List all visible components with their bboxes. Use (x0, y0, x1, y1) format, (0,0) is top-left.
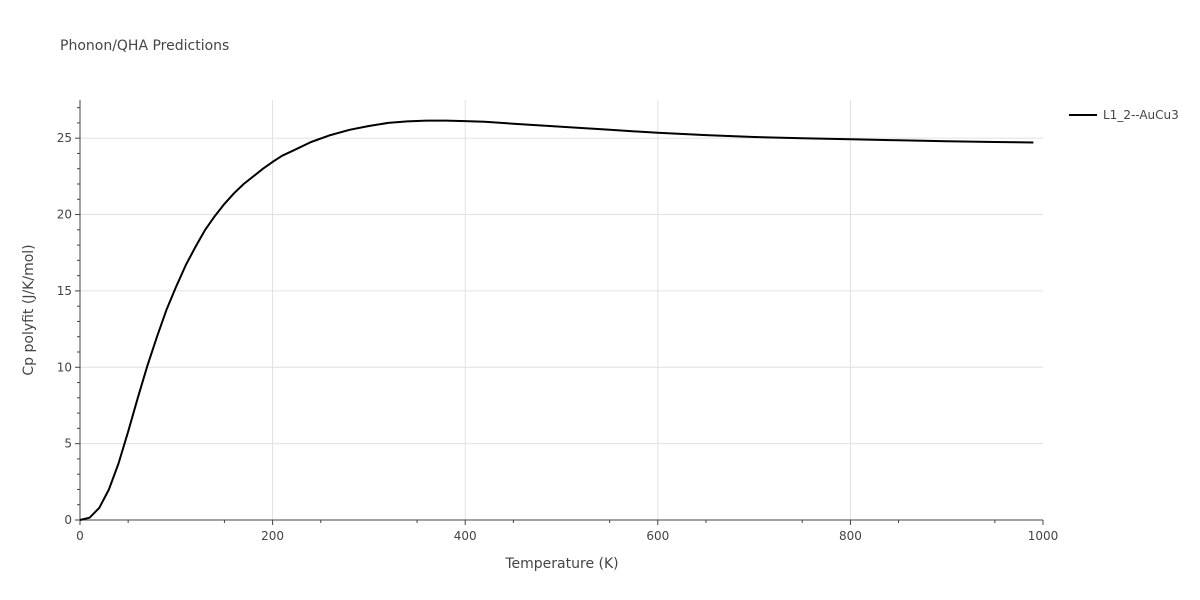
x-tick-label: 1000 (1028, 529, 1059, 543)
y-tick-label: 25 (57, 131, 72, 145)
tick-labels: 0 5 10 15 20 25 0 200 400 600 800 1000 (57, 131, 1059, 543)
y-tick-label: 15 (57, 284, 72, 298)
x-axis-label: Temperature (K) (504, 556, 618, 572)
chart-title: Phonon/QHA Predictions (60, 38, 229, 54)
x-tick-label: 600 (646, 529, 669, 543)
series-layer (79, 119, 1034, 521)
x-tick-label: 200 (261, 529, 284, 543)
y-tick-label: 10 (57, 360, 72, 374)
axes (75, 100, 1044, 525)
legend: L1_2--AuCu3 (1069, 108, 1179, 122)
y-tick-label: 0 (64, 513, 72, 527)
series-line (79, 119, 1034, 521)
y-tick-label: 5 (64, 437, 72, 451)
x-tick-label: 0 (76, 529, 84, 543)
grid (80, 100, 1043, 520)
x-tick-label: 400 (454, 529, 477, 543)
legend-label: L1_2--AuCu3 (1103, 108, 1179, 122)
y-tick-label: 20 (57, 208, 72, 222)
x-tick-label: 800 (839, 529, 862, 543)
y-axis-label: Cp polyfit (J/K/mol) (21, 244, 37, 375)
